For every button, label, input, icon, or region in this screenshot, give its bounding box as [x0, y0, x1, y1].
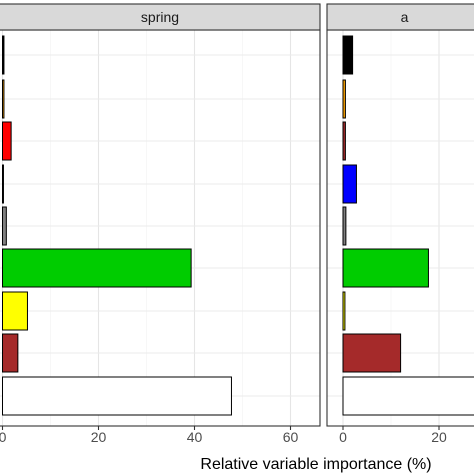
bar [342, 248, 429, 288]
bar [2, 121, 12, 161]
x-axis-label: Relative variable importance (%) [200, 456, 431, 473]
bar [2, 206, 7, 246]
bar [2, 35, 5, 75]
bar [342, 333, 402, 373]
bar [342, 35, 354, 75]
panel-strip [0, 3, 321, 31]
bar [342, 79, 346, 119]
bar [342, 376, 474, 416]
x-tick-label: 60 [283, 429, 299, 445]
bar [342, 206, 347, 246]
x-tick-label: 20 [431, 429, 447, 445]
bar [2, 248, 192, 288]
bar [342, 121, 346, 161]
bar [2, 376, 232, 416]
x-tick-label: 20 [91, 429, 107, 445]
bar [2, 333, 19, 373]
x-tick-label: 0 [339, 429, 347, 445]
panel-title: spring [141, 9, 179, 25]
bar [2, 164, 4, 204]
bar [2, 79, 5, 119]
panel-title: a [401, 9, 409, 25]
panel-background [0, 30, 320, 426]
panel-strip [326, 3, 474, 31]
bar [342, 291, 346, 331]
bar [342, 164, 357, 204]
x-tick-label: 0 [0, 429, 7, 445]
x-tick-label: 40 [187, 429, 203, 445]
bar [2, 291, 28, 331]
